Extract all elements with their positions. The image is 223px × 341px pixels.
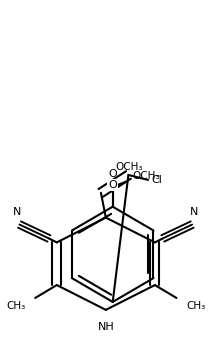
Text: CH₃: CH₃	[6, 301, 25, 311]
Text: OCH₃: OCH₃	[132, 171, 160, 181]
Text: CH₃: CH₃	[186, 301, 206, 311]
Text: O: O	[108, 169, 117, 179]
Text: N: N	[13, 207, 22, 217]
Text: Cl: Cl	[151, 175, 162, 185]
Text: N: N	[190, 207, 198, 217]
Text: O: O	[108, 180, 117, 190]
Text: NH: NH	[97, 322, 114, 332]
Text: OCH₃: OCH₃	[116, 162, 143, 172]
